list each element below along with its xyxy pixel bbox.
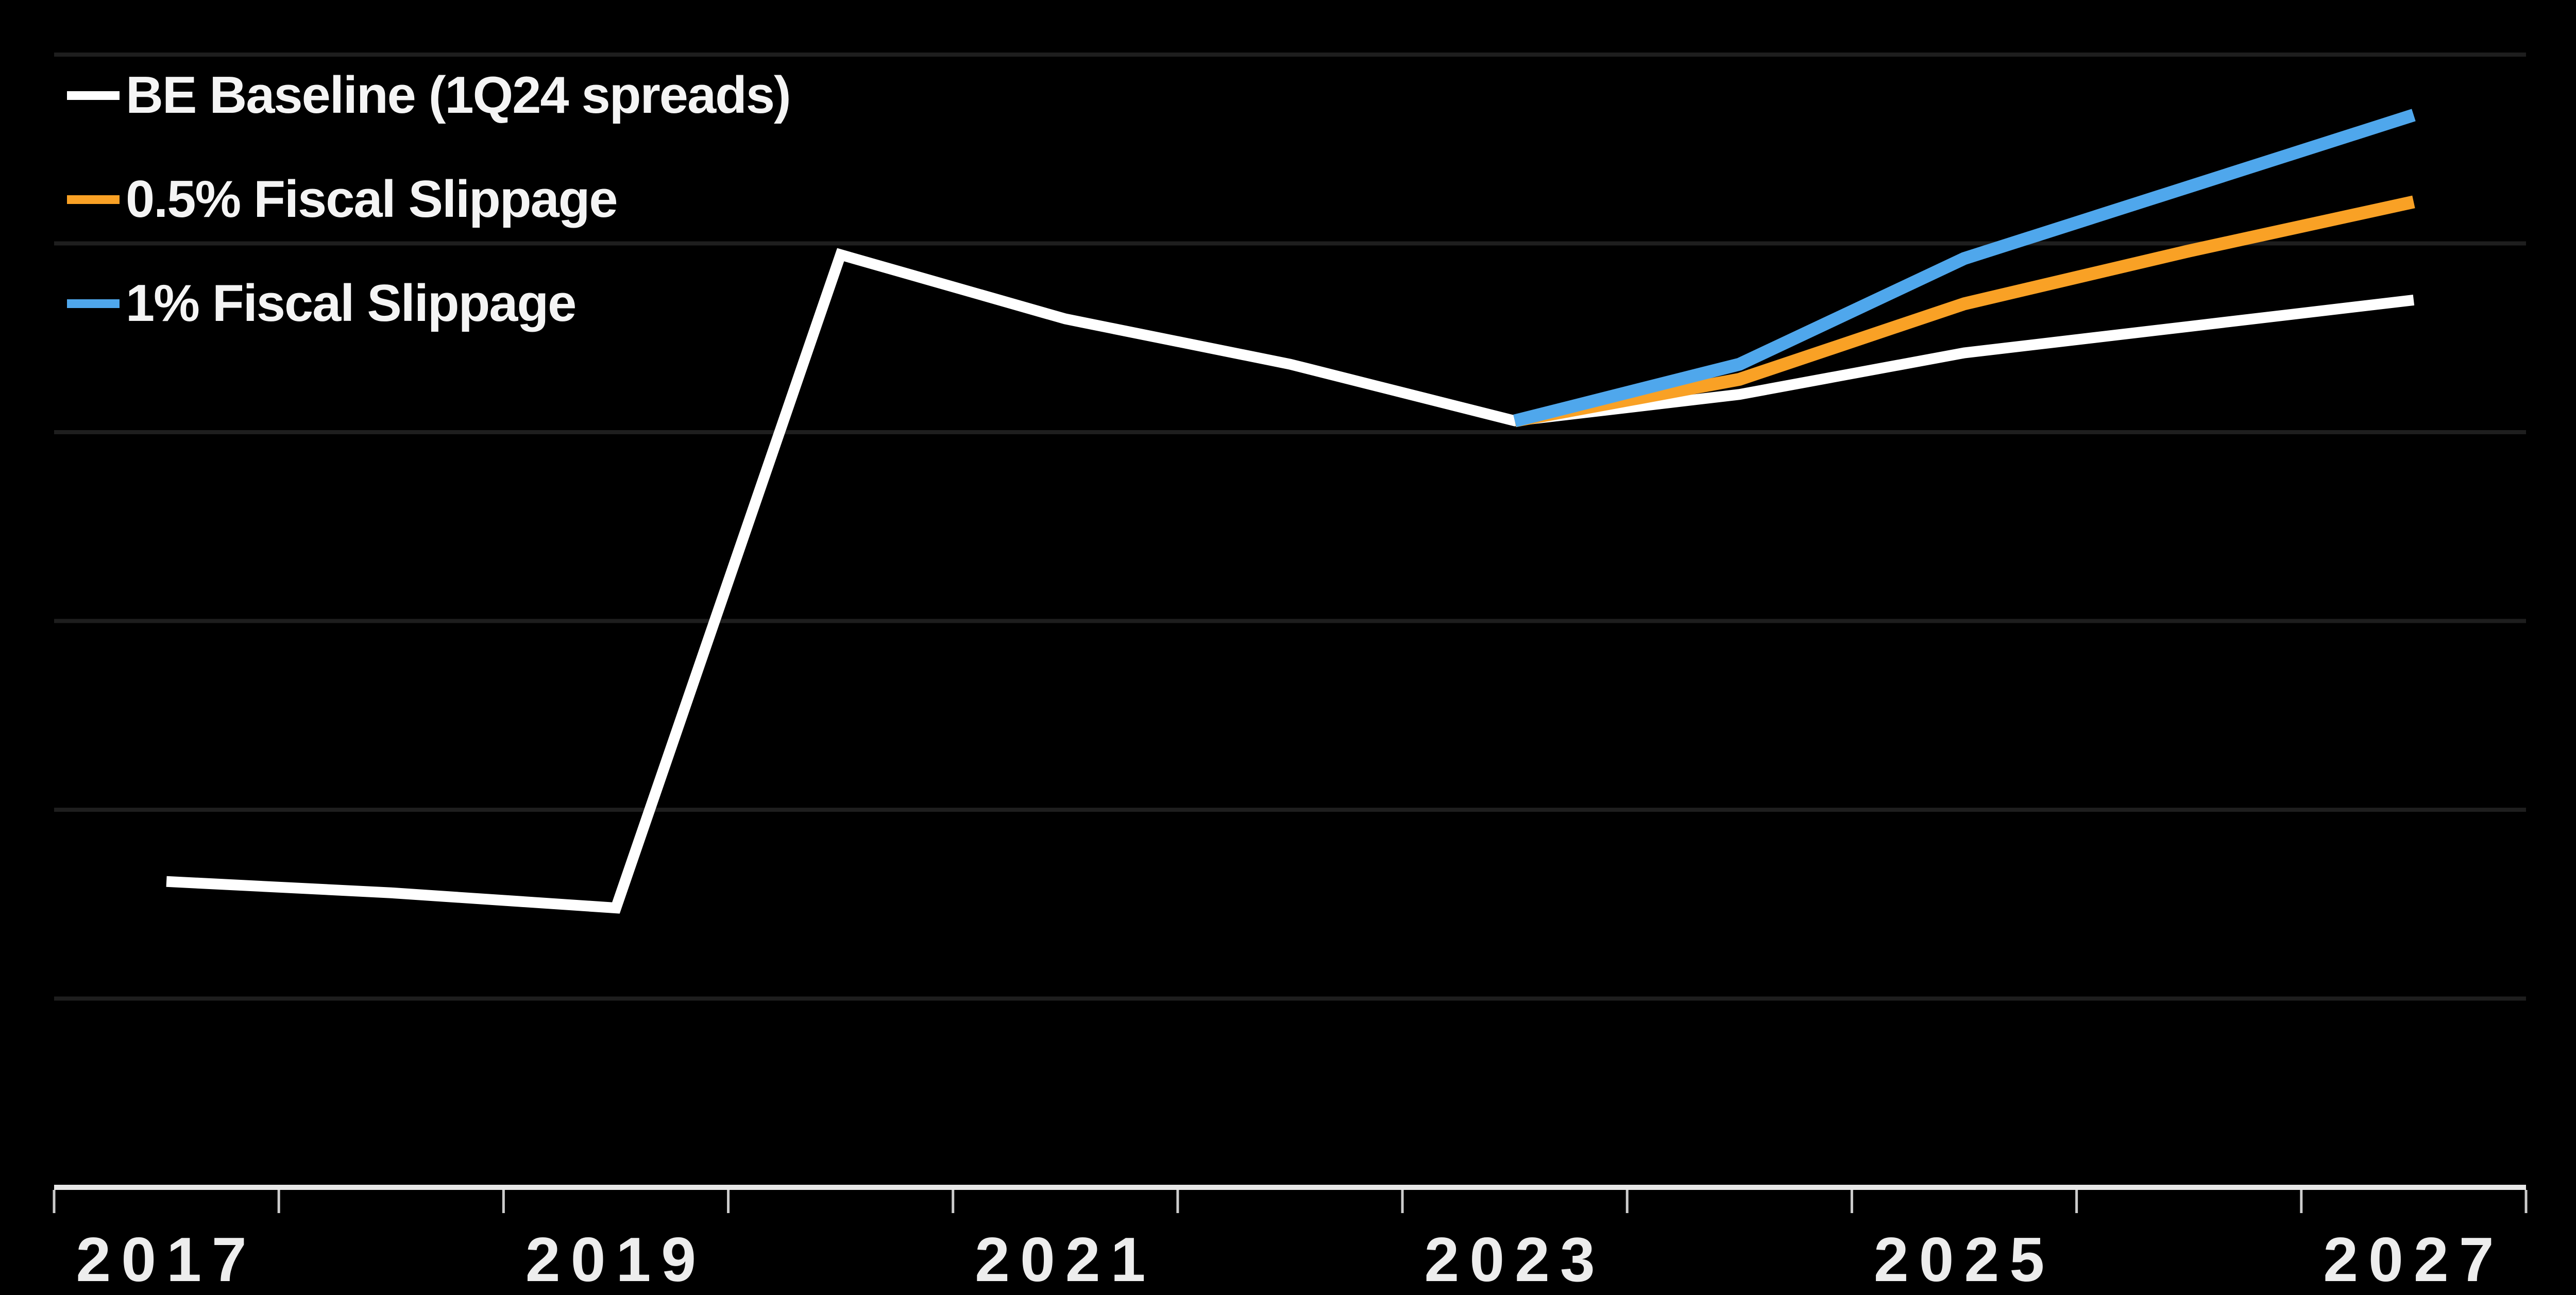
series-line-baseline [166,248,2415,914]
x-tick-label-2023: 2023 [1424,1224,1605,1294]
legend-swatch-half-pct-slippage [67,195,120,204]
series-line-half-pct-slippage [1513,195,2415,428]
x-tick-label-2025: 2025 [1874,1224,2055,1294]
x-tick-label-2027: 2027 [2323,1224,2504,1294]
legend-item-one-pct-slippage: 1% Fiscal Slippage [67,275,577,332]
series-line-one-pct-slippage [1513,109,2416,428]
x-tick-label-2019: 2019 [526,1224,706,1294]
legend-label-baseline: BE Baseline (1Q24 spreads) [126,66,791,124]
legend-label-one-pct-slippage: 1% Fiscal Slippage [126,275,577,332]
legend-swatch-one-pct-slippage [67,299,120,308]
x-tick-label-2021: 2021 [975,1224,1156,1294]
x-tick-label-2017: 2017 [76,1224,257,1294]
legend-item-baseline: BE Baseline (1Q24 spreads) [67,66,791,124]
legend-label-half-pct-slippage: 0.5% Fiscal Slippage [126,171,618,228]
legend-item-half-pct-slippage: 0.5% Fiscal Slippage [67,171,618,228]
legend-swatch-baseline [67,91,120,100]
